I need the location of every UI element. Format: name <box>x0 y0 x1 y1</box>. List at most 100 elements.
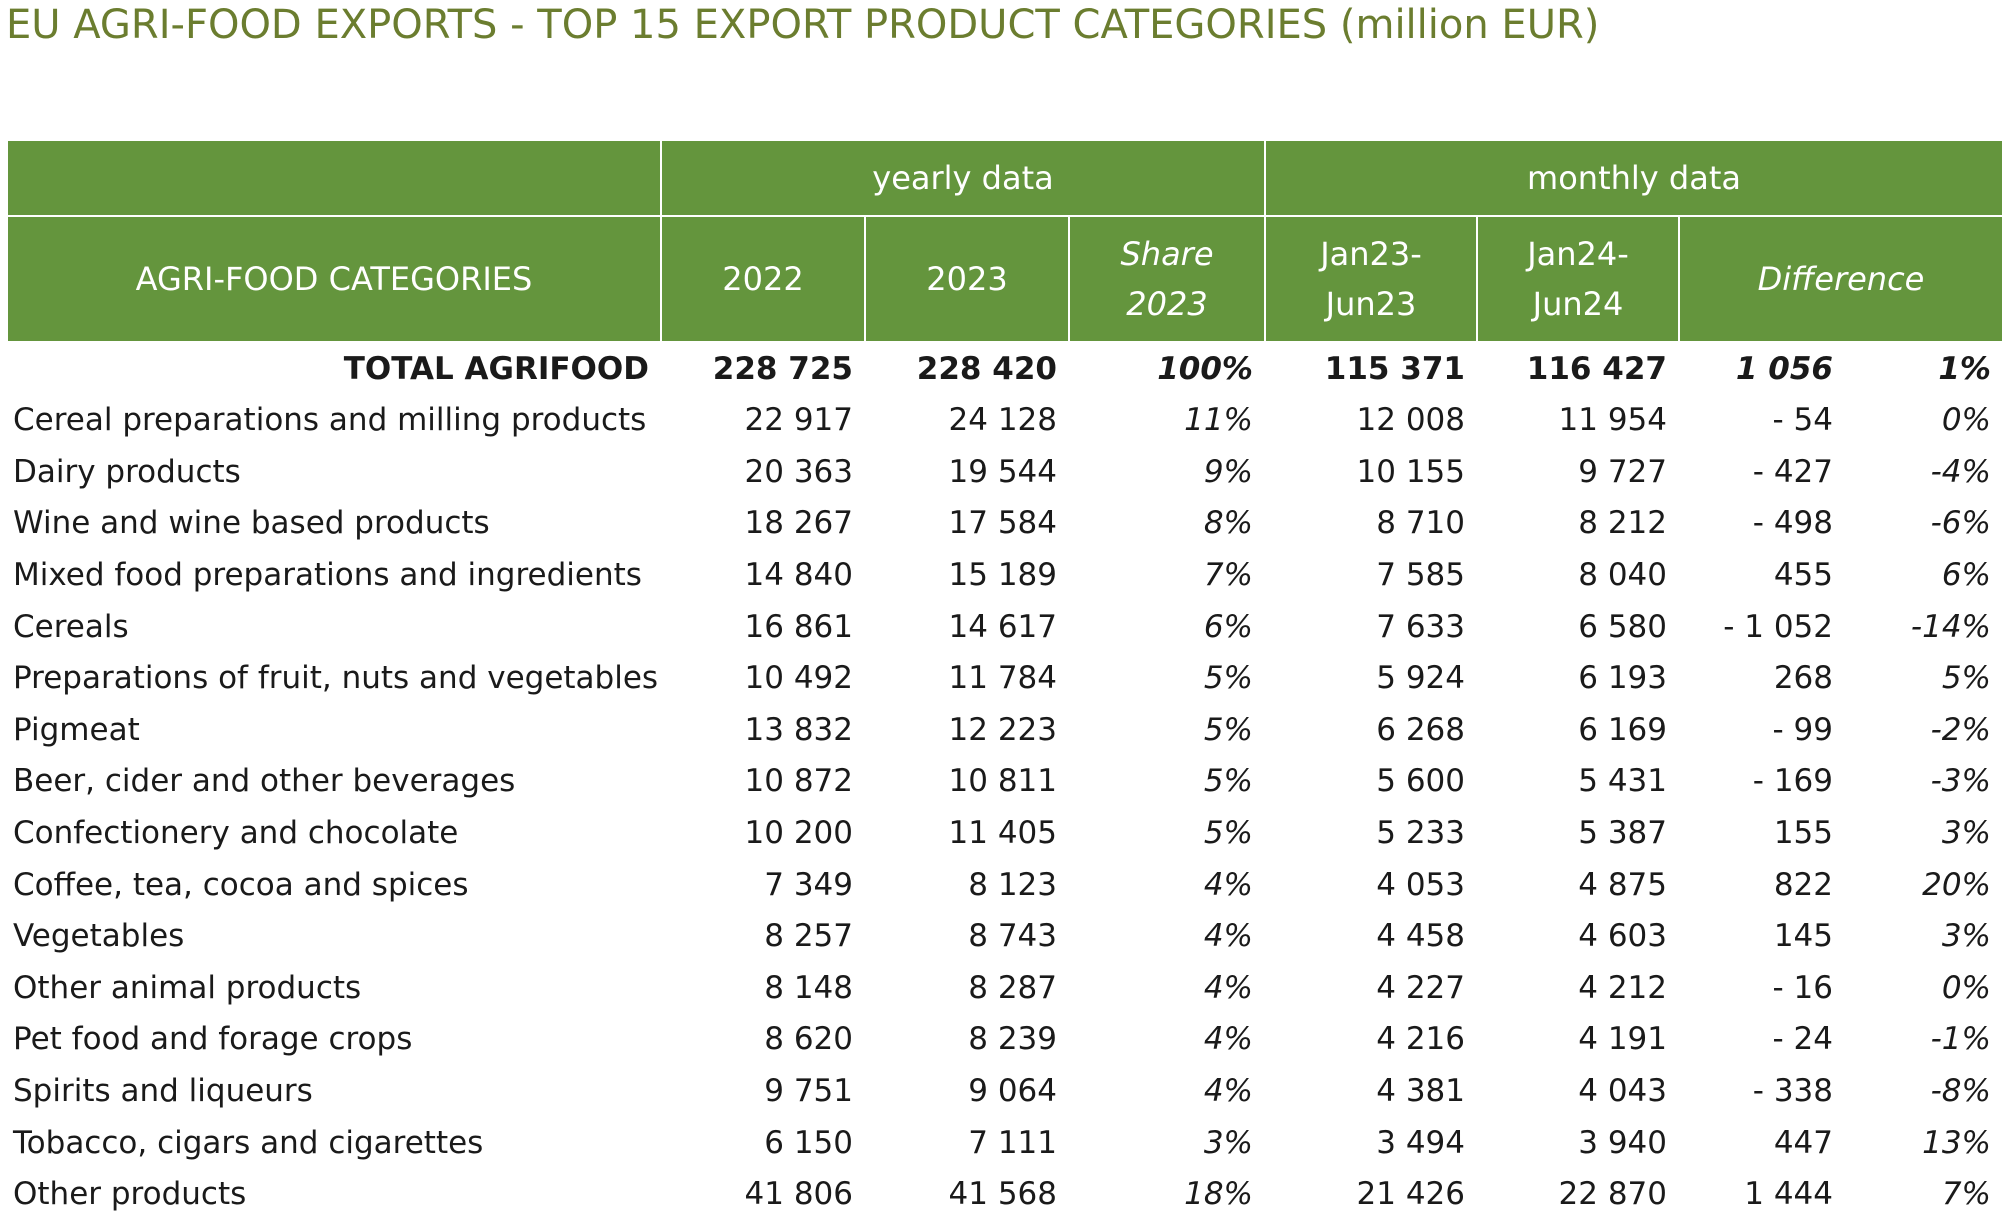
total-pct: 1% <box>1938 350 1991 387</box>
row-jan24: 8 040 <box>1578 557 1667 594</box>
table-row: Vegetables 8 257 8 743 4% 4 458 4 603 145 3% <box>7 911 2003 963</box>
row-share: 5% <box>1203 711 1253 748</box>
row-2022: 41 806 <box>744 1176 853 1213</box>
total-diff: 1 056 <box>1735 350 1833 387</box>
row-category: Cereals <box>13 608 129 645</box>
row-jan23: 12 008 <box>1356 402 1465 439</box>
row-jan24: 6 193 <box>1578 660 1667 697</box>
row-pct: -4% <box>1930 453 1991 490</box>
row-category: Pigmeat <box>13 711 140 748</box>
row-jan24: 5 387 <box>1578 815 1667 852</box>
row-diff: 455 <box>1773 557 1833 594</box>
row-2023: 7 111 <box>968 1124 1057 1161</box>
row-jan23: 4 053 <box>1376 866 1465 903</box>
row-2023: 8 239 <box>968 1021 1057 1058</box>
header-jan24-line1: Jan24- <box>1527 235 1629 273</box>
row-share: 18% <box>1184 1176 1253 1213</box>
total-jan24: 116 427 <box>1526 350 1667 387</box>
row-pct: 5% <box>1941 660 1991 697</box>
table-row: Confectionery and chocolate 10 200 11 405 5… <box>7 808 2003 860</box>
row-jan24: 4 875 <box>1578 866 1667 903</box>
table-row: Preparations of fruit, nuts and vegetabl… <box>7 653 2003 705</box>
row-share: 7% <box>1203 557 1253 594</box>
table-row: Dairy products 20 363 19 544 9% 10 155 9 727 -… <box>7 447 2003 499</box>
row-diff: - 427 <box>1752 453 1833 490</box>
row-2022: 20 363 <box>744 453 853 490</box>
header-monthly-data: monthly data <box>1264 139 2004 217</box>
row-2023: 19 544 <box>948 453 1057 490</box>
row-jan23: 7 633 <box>1376 608 1465 645</box>
total-row: TOTAL AGRIFOOD 228 725 228 420 100% 115 … <box>7 342 2003 395</box>
row-2023: 11 405 <box>948 815 1057 852</box>
table-row: Other animal products 8 148 8 287 4% 4 227 4 … <box>7 963 2003 1015</box>
row-category: Preparations of fruit, nuts and vegetabl… <box>13 660 659 697</box>
row-jan23: 4 216 <box>1376 1021 1465 1058</box>
row-2023: 15 189 <box>948 557 1057 594</box>
row-category: Dairy products <box>13 453 241 490</box>
table-row: Spirits and liqueurs 9 751 9 064 4% 4 381 4 0… <box>7 1066 2003 1118</box>
header-2023: 2023 <box>864 215 1070 343</box>
row-diff: 145 <box>1773 918 1833 955</box>
row-share: 9% <box>1203 453 1253 490</box>
row-jan23: 4 458 <box>1376 918 1465 955</box>
row-diff: - 498 <box>1752 505 1833 542</box>
row-jan23: 6 268 <box>1376 711 1465 748</box>
row-share: 4% <box>1203 866 1253 903</box>
header-group-row: yearly data monthly data <box>6 139 2004 217</box>
row-2022: 14 840 <box>744 557 853 594</box>
row-2023: 12 223 <box>948 711 1057 748</box>
row-share: 11% <box>1184 402 1253 439</box>
row-share: 8% <box>1203 505 1253 542</box>
row-category: Beer, cider and other beverages <box>13 763 516 800</box>
header-difference: Difference <box>1678 215 2004 343</box>
table-row: Pigmeat 13 832 12 223 5% 6 268 6 169 - 99 -2% <box>7 705 2003 757</box>
row-category: Other products <box>13 1176 247 1213</box>
row-jan23: 3 494 <box>1376 1124 1465 1161</box>
row-2022: 22 917 <box>744 402 853 439</box>
header-jan24-jun24: Jan24- Jun24 <box>1476 215 1680 343</box>
header-blank-cell <box>6 139 662 217</box>
row-2023: 17 584 <box>948 505 1057 542</box>
row-jan23: 5 233 <box>1376 815 1465 852</box>
row-share: 6% <box>1203 608 1253 645</box>
row-jan24: 4 212 <box>1578 969 1667 1006</box>
row-share: 5% <box>1203 815 1253 852</box>
row-diff: 822 <box>1773 866 1833 903</box>
row-pct: 0% <box>1941 402 1991 439</box>
row-jan24: 3 940 <box>1578 1124 1667 1161</box>
row-2022: 10 872 <box>744 763 853 800</box>
header-share-line2: 2023 <box>1126 285 1208 323</box>
row-diff: 155 <box>1773 815 1833 852</box>
row-2023: 24 128 <box>948 402 1057 439</box>
row-jan23: 4 381 <box>1376 1073 1465 1110</box>
row-jan24: 4 191 <box>1578 1021 1667 1058</box>
total-share: 100% <box>1157 350 1253 387</box>
header-jan23-line2: Jun23 <box>1325 285 1417 323</box>
row-pct: -3% <box>1930 763 1991 800</box>
header-jan23-line1: Jan23- <box>1320 235 1422 273</box>
row-diff: - 16 <box>1772 969 1834 1006</box>
row-2023: 11 784 <box>948 660 1057 697</box>
header-2022: 2022 <box>660 215 866 343</box>
row-category: Tobacco, cigars and cigarettes <box>13 1124 484 1161</box>
row-category: Wine and wine based products <box>13 505 490 542</box>
row-share: 4% <box>1203 1073 1253 1110</box>
table-row: Wine and wine based products 18 267 17 584… <box>7 498 2003 550</box>
row-diff: - 99 <box>1772 711 1834 748</box>
header-column-row: AGRI-FOOD CATEGORIES 2022 2023 Share 202… <box>6 215 2004 343</box>
total-2023: 228 420 <box>916 350 1057 387</box>
row-jan24: 4 603 <box>1578 918 1667 955</box>
table-row: Coffee, tea, cocoa and spices 7 349 8 123 4… <box>7 859 2003 911</box>
row-category: Coffee, tea, cocoa and spices <box>13 866 469 903</box>
row-share: 4% <box>1203 1021 1253 1058</box>
row-jan24: 6 169 <box>1578 711 1667 748</box>
row-2022: 8 148 <box>764 969 853 1006</box>
row-jan24: 22 870 <box>1558 1176 1667 1213</box>
header-yearly-data: yearly data <box>660 139 1266 217</box>
row-category: Other animal products <box>13 969 362 1006</box>
table-row: Beer, cider and other beverages 10 872 10 … <box>7 756 2003 808</box>
row-2022: 10 492 <box>744 660 853 697</box>
row-category: Confectionery and chocolate <box>13 815 459 852</box>
row-pct: 3% <box>1941 815 1991 852</box>
row-jan23: 21 426 <box>1356 1176 1465 1213</box>
